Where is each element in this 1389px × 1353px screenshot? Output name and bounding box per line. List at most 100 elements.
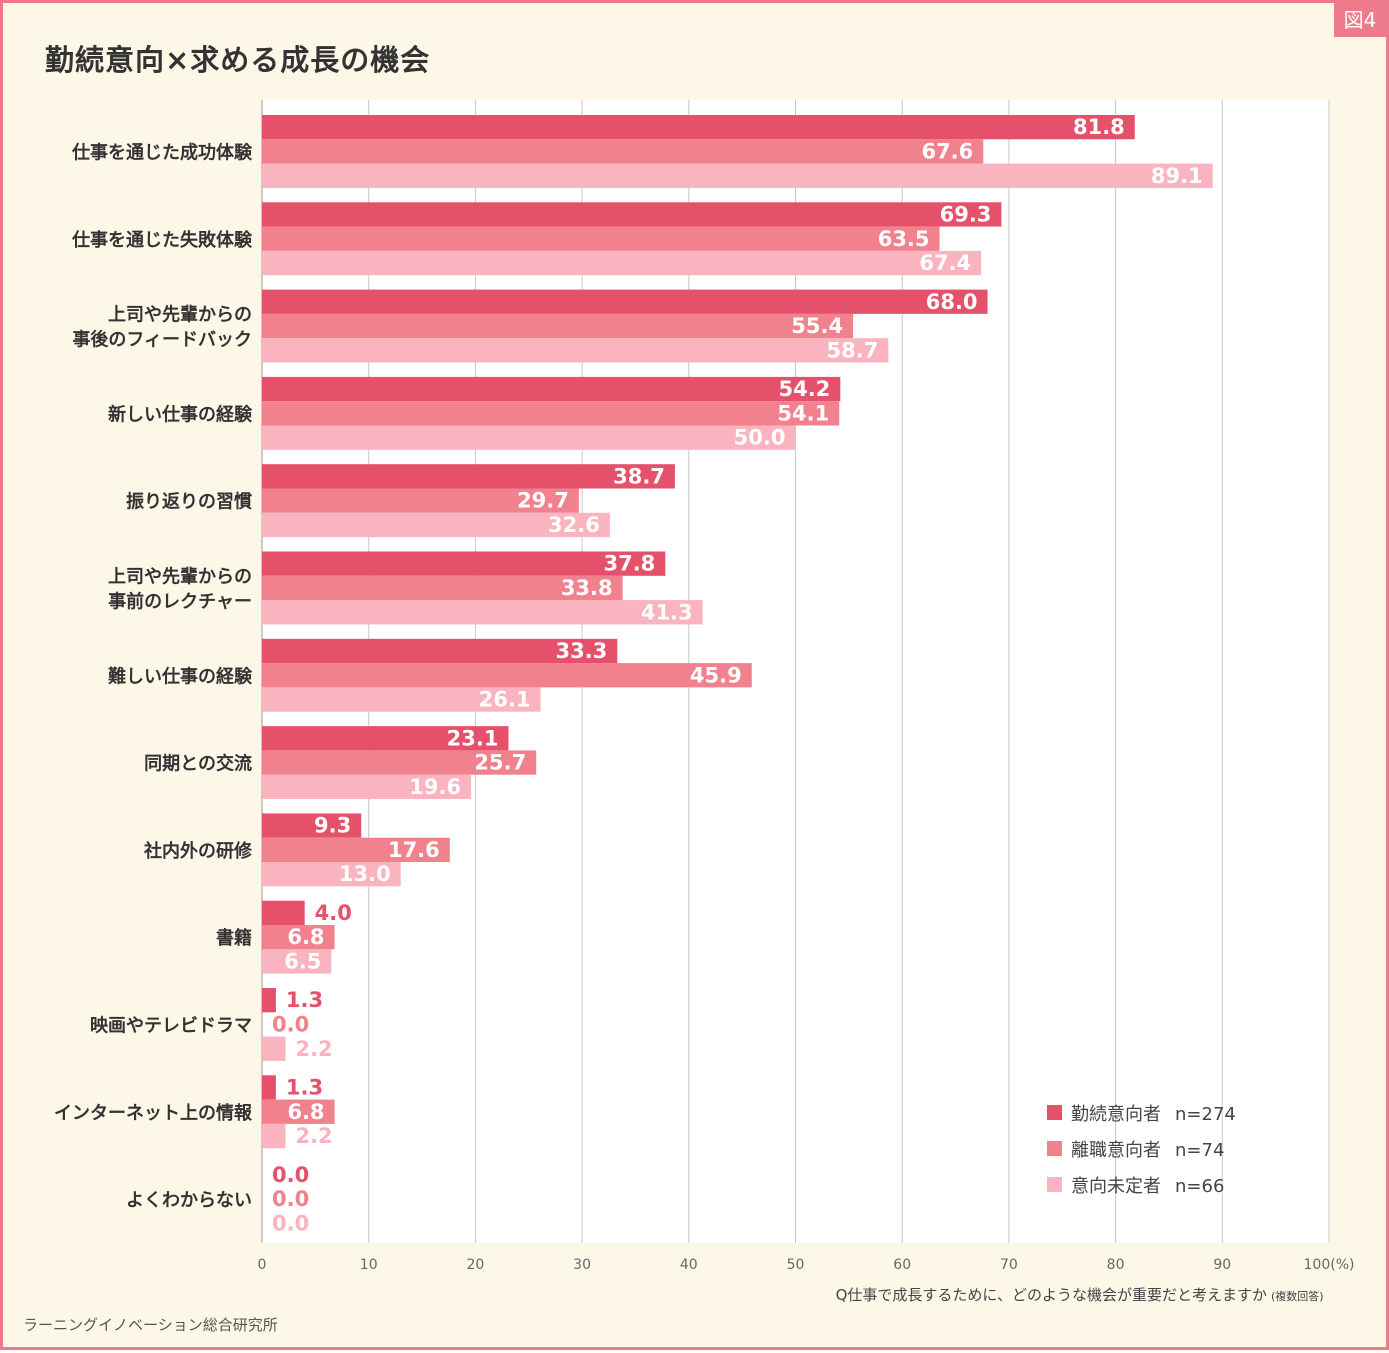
bar (262, 575, 623, 601)
bar (262, 862, 401, 887)
bar (262, 774, 472, 799)
data-label: 58.7 (827, 338, 879, 362)
legend-sample-size: n=66 (1175, 1176, 1224, 1197)
data-label: 0.0 (272, 1211, 309, 1235)
data-label: 68.0 (926, 290, 978, 314)
bar (262, 726, 509, 751)
category-label: 事後のフィードバック (72, 329, 252, 351)
x-tick-label: 40 (680, 1257, 698, 1273)
category-label: 振り返りの習慣 (126, 491, 252, 513)
data-label: 1.3 (286, 988, 323, 1012)
chart-title: 勤続意向×求める成長の機会 (45, 43, 431, 77)
data-label: 6.8 (287, 1100, 324, 1124)
category-label: 仕事を通じた失敗体験 (71, 229, 253, 251)
data-label: 37.8 (603, 552, 655, 576)
bar (262, 1123, 286, 1149)
x-tick-label: 50 (787, 1257, 805, 1273)
data-label: 25.7 (474, 751, 526, 775)
category-label: 社内外の研修 (144, 840, 253, 862)
legend-series-name: 離職意向者 (1071, 1140, 1161, 1161)
data-label: 2.2 (295, 1124, 332, 1148)
bar (262, 139, 984, 164)
bar (262, 488, 579, 513)
bar (262, 401, 840, 426)
bar (262, 813, 362, 838)
data-label: 4.0 (315, 901, 352, 925)
data-label: 6.8 (287, 925, 324, 949)
x-axis-caption: Q仕事で成長するために、どのような機会が重要だと考えますか (836, 1286, 1267, 1304)
bar (262, 1036, 286, 1061)
category-label: 難しい仕事の経験 (108, 665, 253, 687)
bar (262, 115, 1135, 140)
bar (262, 925, 335, 950)
bar (262, 551, 666, 576)
data-label: 0.0 (272, 1012, 309, 1036)
bar (262, 163, 1213, 188)
bar (262, 289, 988, 314)
x-tick-label: 20 (466, 1257, 484, 1273)
data-label: 38.7 (613, 464, 665, 488)
bar (262, 464, 675, 489)
data-label: 67.4 (919, 251, 971, 275)
x-axis-caption-note: (複数回答) (1271, 1289, 1324, 1303)
bar (262, 1099, 335, 1124)
legend-sample-size: n=74 (1175, 1140, 1224, 1161)
data-label: 19.6 (409, 775, 461, 799)
data-label: 33.8 (561, 576, 613, 600)
legend-swatch (1047, 1177, 1062, 1192)
data-label: 26.1 (479, 688, 531, 712)
data-label: 17.6 (388, 838, 440, 862)
bar (262, 638, 618, 664)
category-label: インターネット上の情報 (54, 1102, 253, 1124)
x-tick-label: 10 (360, 1257, 378, 1273)
data-label: 0.0 (272, 1163, 309, 1187)
figure-label-badge: 図4 (1334, 3, 1386, 37)
bar (262, 425, 796, 450)
data-label: 67.6 (921, 139, 973, 163)
bar (262, 1075, 276, 1100)
x-tick-label: 0 (258, 1257, 267, 1273)
data-label: 54.1 (777, 401, 829, 425)
data-label: 89.1 (1151, 164, 1203, 188)
bar (262, 900, 305, 925)
legend-swatch (1047, 1141, 1062, 1156)
category-label: 映画やテレビドラマ (90, 1014, 252, 1036)
data-label: 33.3 (555, 639, 607, 663)
x-tick-label: 90 (1213, 1257, 1231, 1273)
legend-series-name: 勤続意向者 (1071, 1104, 1161, 1125)
x-tick-label: 70 (1000, 1257, 1018, 1273)
data-label: 81.8 (1073, 115, 1125, 139)
category-label: 同期との交流 (144, 753, 252, 775)
x-tick-label: 30 (573, 1257, 591, 1273)
bar (262, 376, 841, 402)
bar (262, 226, 940, 251)
data-label: 6.5 (284, 949, 321, 973)
data-label: 41.3 (641, 600, 693, 624)
legend-series-name: 意向未定者 (1071, 1176, 1161, 1197)
bar (262, 600, 703, 625)
bar (262, 338, 889, 363)
source-credit: ラーニングイノベーション総合研究所 (23, 1316, 278, 1334)
category-label: 事前のレクチャー (108, 590, 252, 612)
data-label: 0.0 (272, 1187, 309, 1211)
data-label: 13.0 (339, 862, 391, 886)
data-label: 55.4 (791, 314, 843, 338)
bar (262, 512, 610, 538)
bar (262, 313, 854, 339)
data-label: 50.0 (734, 426, 786, 450)
x-tick-label: 80 (1107, 1257, 1125, 1273)
data-label: 9.3 (314, 814, 351, 838)
data-label: 54.2 (778, 377, 830, 401)
category-label: よくわからない (126, 1190, 252, 1211)
data-label: 29.7 (517, 489, 569, 513)
category-label: 新しい仕事の経験 (108, 403, 253, 425)
data-label: 32.6 (548, 513, 600, 537)
data-label: 2.2 (295, 1037, 332, 1061)
x-tick-label: 100(%) (1304, 1257, 1355, 1273)
bar (262, 202, 1002, 227)
category-label: 書籍 (216, 927, 252, 949)
bar (262, 750, 537, 775)
category-label: 上司や先輩からの (108, 304, 252, 326)
legend-sample-size: n=274 (1175, 1104, 1236, 1125)
